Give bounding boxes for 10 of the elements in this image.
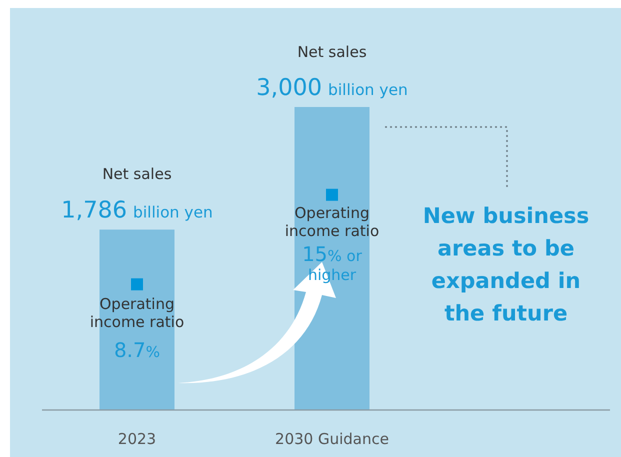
annotation: Net sales [102,165,172,183]
annotation: New business areas to be expanded in the future [422,204,590,326]
annotation: 8.7% [114,338,160,362]
text: Net sales [297,43,367,61]
data-label: 3,000 billion yen [256,75,408,101]
x-tick-label: 2030 Guidance [275,430,389,448]
x-tick-label: 2023 [118,430,156,448]
annotation: Operating income ratio [284,204,380,240]
data-label: 1,786 billion yen [61,198,213,224]
annotation: Operating income ratio [90,295,184,331]
